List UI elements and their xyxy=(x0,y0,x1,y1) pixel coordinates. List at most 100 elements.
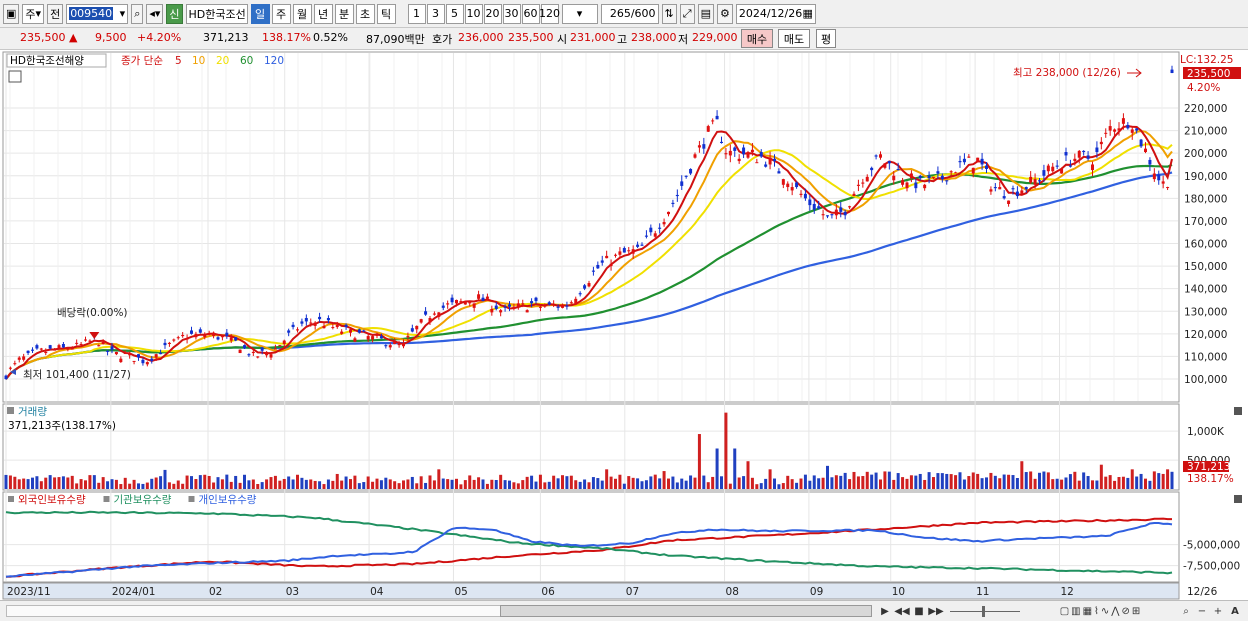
volume-bar xyxy=(128,483,132,489)
interval-button-20[interactable]: 20 xyxy=(483,3,502,24)
zoom-icon[interactable]: ⌕ xyxy=(1183,605,1189,617)
volume-bar xyxy=(764,478,768,489)
candle-body xyxy=(538,306,542,308)
candle-body xyxy=(397,343,401,346)
volume-bar xyxy=(468,475,472,489)
layout-icon[interactable]: ▣ xyxy=(3,3,20,24)
code-input[interactable]: 009540 ▾ xyxy=(66,3,129,24)
candle-body xyxy=(203,334,207,338)
interval-dropdown[interactable]: ▾ xyxy=(561,3,598,24)
candle-body xyxy=(97,345,101,347)
panel-icon xyxy=(7,407,14,414)
interval-button-10[interactable]: 10 xyxy=(464,3,483,24)
period-tab-6[interactable]: 틱 xyxy=(376,3,396,24)
volume-bar xyxy=(852,471,856,489)
volume-bar xyxy=(490,479,494,489)
zoom-slider[interactable] xyxy=(950,611,1020,612)
candle-body xyxy=(724,153,728,155)
candle-body xyxy=(821,214,825,216)
date-field[interactable]: 2024/12/26 ▦ xyxy=(735,3,816,24)
interval-button-120[interactable]: 120 xyxy=(539,3,560,24)
volume-bar xyxy=(742,476,746,489)
candle-body xyxy=(605,255,609,259)
interval-button-3[interactable]: 3 xyxy=(426,3,445,24)
sound-icon[interactable]: ◂▾ xyxy=(146,3,164,24)
candle-body xyxy=(154,354,158,358)
volume-title: 거래량 xyxy=(18,406,47,418)
candle-body xyxy=(971,167,975,174)
drawing-tools-icon[interactable]: ▢▥▦⌇∿⋀⊘⊞ xyxy=(1059,605,1143,617)
grid-toggle-icon[interactable] xyxy=(8,70,22,83)
zoom-in-button[interactable]: + xyxy=(1213,605,1223,617)
candle-body xyxy=(313,322,317,326)
holdings-close-icon[interactable] xyxy=(1234,495,1242,503)
volume-close-icon[interactable] xyxy=(1234,407,1242,415)
candle-body xyxy=(728,150,732,156)
candle-body xyxy=(424,311,428,315)
scroll-thumb[interactable] xyxy=(500,605,872,617)
legend-period-60: 60 xyxy=(240,55,253,67)
volume-bar xyxy=(521,480,525,489)
volume-bar xyxy=(693,477,697,489)
volume-bar xyxy=(689,475,693,489)
volume-bar xyxy=(724,412,728,489)
candle-body xyxy=(874,155,878,157)
scroll-start-button[interactable]: ◀◀ xyxy=(894,605,910,617)
volume-bar xyxy=(909,475,913,489)
candle-body xyxy=(1020,190,1024,194)
volume-bar xyxy=(746,461,750,489)
chart-scrollbar[interactable]: ▶ ◀◀ ■ ▶▶ ▢▥▦⌇∿⋀⊘⊞ ⌕ − + A xyxy=(0,600,1248,621)
period-tab-3[interactable]: 년 xyxy=(313,3,333,24)
chart-settings-icon[interactable]: ⇅ xyxy=(661,3,677,24)
candle-body xyxy=(680,181,684,186)
holdings-legend-icon xyxy=(8,496,14,502)
volume-bar xyxy=(256,484,260,489)
period-tab-2[interactable]: 월 xyxy=(292,3,312,24)
volume-bar xyxy=(402,480,405,489)
font-button[interactable]: A xyxy=(1231,605,1239,617)
candle-body xyxy=(746,152,750,158)
volume-bar xyxy=(132,479,136,489)
sell-button[interactable]: 매도 xyxy=(778,29,810,48)
volume-bar xyxy=(803,474,807,489)
candle-body xyxy=(322,325,326,329)
volume-bar xyxy=(313,480,317,489)
interval-button-30[interactable]: 30 xyxy=(502,3,521,24)
save-icon[interactable]: ▤ xyxy=(697,3,714,24)
candle-body xyxy=(119,358,123,363)
volume-bar xyxy=(865,471,869,489)
volume-bar xyxy=(212,482,216,489)
zoom-handle[interactable] xyxy=(982,606,985,617)
draw-tool-icon[interactable]: ⤢ xyxy=(679,3,695,24)
count-field[interactable]: 265/600 xyxy=(600,3,659,24)
scroll-end-button[interactable]: ▶▶ xyxy=(928,605,944,617)
interval-button-5[interactable]: 5 xyxy=(445,3,464,24)
volume-bar xyxy=(1157,473,1161,489)
period-tab-1[interactable]: 주 xyxy=(271,3,291,24)
interval-button-60[interactable]: 60 xyxy=(521,3,540,24)
scroll-right-button[interactable]: ▶ xyxy=(881,605,889,617)
eval-button[interactable]: 평 xyxy=(816,29,836,48)
period-tab-5[interactable]: 초 xyxy=(355,3,375,24)
volume-bar xyxy=(265,479,269,489)
candle-body xyxy=(512,306,516,309)
volume-bar xyxy=(923,479,927,489)
candle-body xyxy=(1170,69,1174,73)
zoom-out-button[interactable]: − xyxy=(1197,605,1207,617)
search-icon[interactable]: ⌕ xyxy=(131,3,144,24)
candle-body xyxy=(980,158,984,165)
gear-icon[interactable]: ⚙ xyxy=(716,3,733,24)
period-tab-0[interactable]: 일 xyxy=(250,3,270,24)
prev-button[interactable]: 전 xyxy=(47,3,64,24)
volume-bar xyxy=(848,479,852,489)
period-tab-4[interactable]: 분 xyxy=(334,3,354,24)
interval-button-1[interactable]: 1 xyxy=(407,3,426,24)
volume-bar xyxy=(1033,478,1037,489)
stop-button[interactable]: ■ xyxy=(914,605,924,617)
buy-button[interactable]: 매수 xyxy=(741,29,773,48)
y-tick-label: 110,000 xyxy=(1184,351,1227,363)
type-select[interactable]: 주 ▾ xyxy=(22,3,45,24)
volume-bar xyxy=(114,479,118,489)
candle-body xyxy=(282,340,286,344)
candle-body xyxy=(1051,166,1055,172)
